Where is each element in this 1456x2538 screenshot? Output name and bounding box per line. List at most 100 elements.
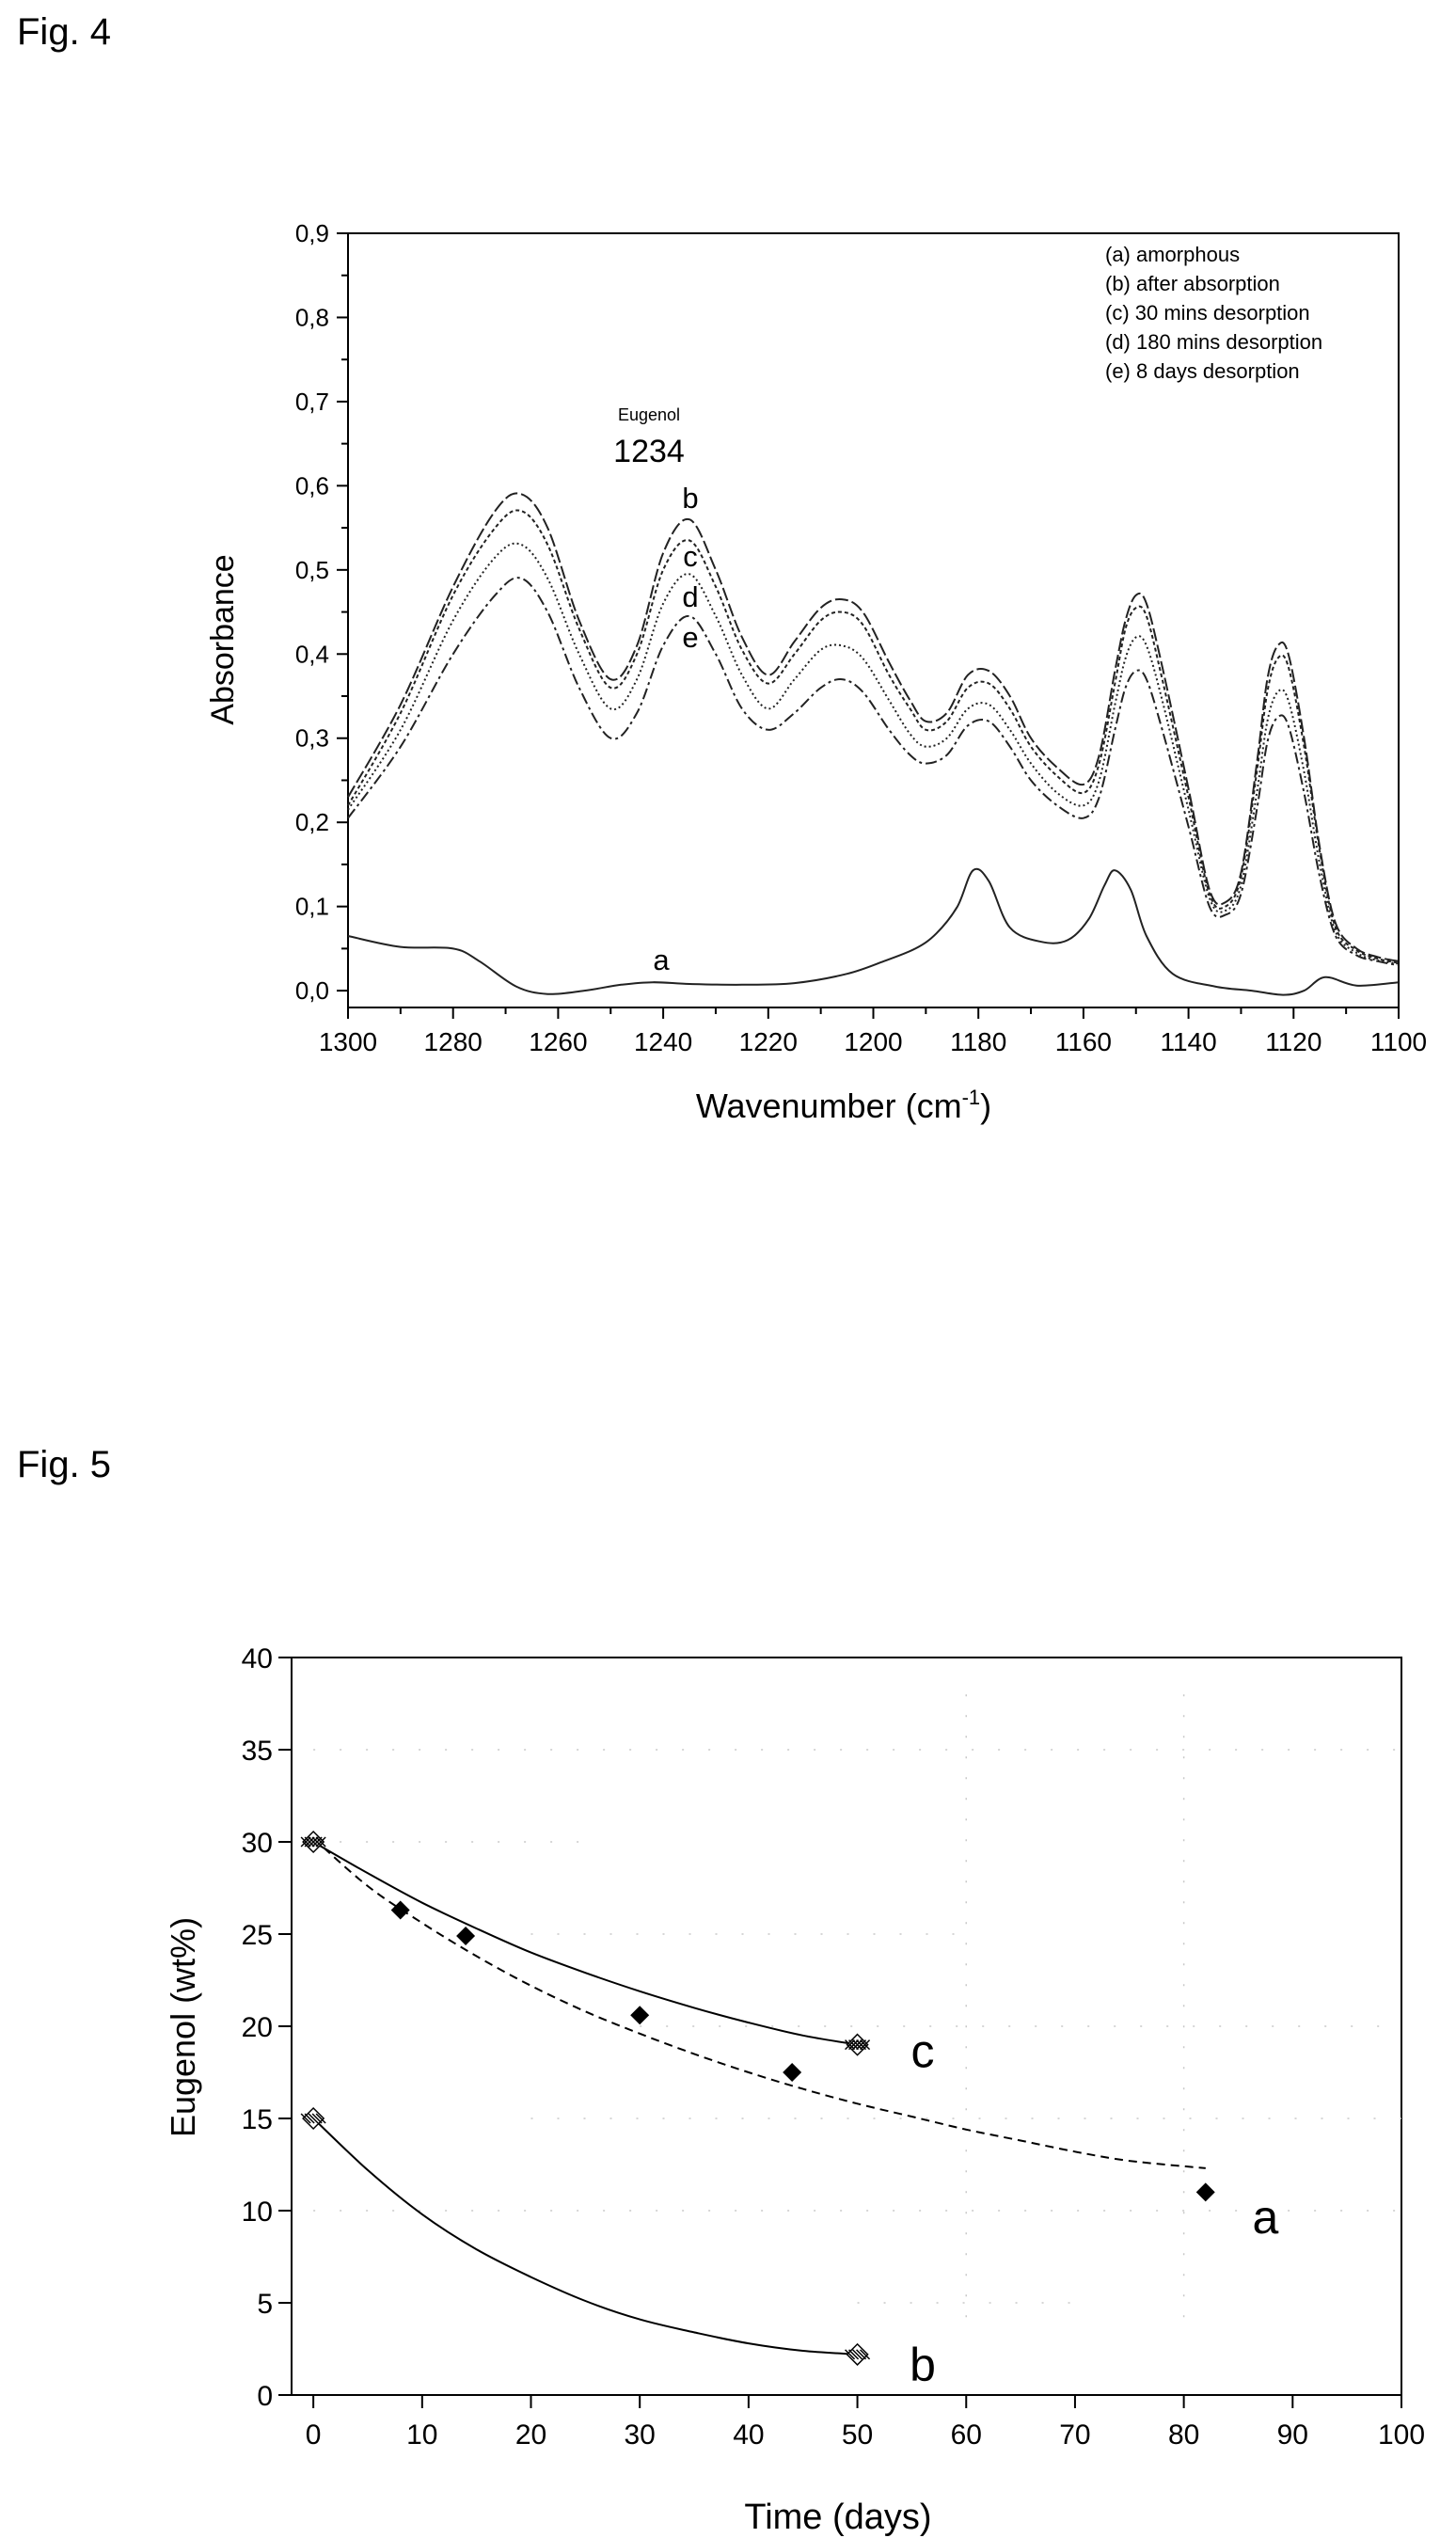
fig4-x-tick-label: 1240 — [634, 1027, 692, 1056]
fig5-marker-crosshatch — [315, 1836, 326, 1848]
fig4-y-tick-label: 0,9 — [295, 219, 329, 247]
fig5-series-a-point — [1195, 2182, 1215, 2202]
fig4-legend-entry: (d) 180 mins desorption — [1105, 330, 1322, 354]
figure-5-label: Fig. 5 — [17, 1444, 112, 1485]
fig5-marker-crosshatch — [852, 2039, 863, 2051]
fig4-legend-entry: (a) amorphous — [1105, 243, 1240, 266]
fig5-marker-hatch — [848, 2349, 860, 2360]
fig4-y-tick-label: 0,3 — [295, 724, 329, 753]
fig4-x-tick-label: 1140 — [1160, 1027, 1216, 1056]
fig4-y-tick-label: 0,4 — [295, 640, 329, 668]
fig4-legend-entry: (b) after absorption — [1105, 272, 1280, 295]
fig5-series-a-point — [783, 2063, 802, 2082]
fig5-marker-hatch — [308, 2113, 319, 2124]
fig4-peak-name: Eugenol — [618, 405, 680, 424]
fig5-y-tick-label: 15 — [242, 2104, 273, 2135]
fig4-x-axis-title: Wavenumber (cm-1) — [696, 1086, 991, 1125]
fig5-x-axis-title: Time (days) — [744, 2498, 931, 2537]
fig4-series-a-line — [347, 867, 1400, 996]
fig4-series-group — [347, 492, 1400, 996]
fig5-x-tick-label: 50 — [842, 2419, 873, 2451]
fig5-series-c-point — [845, 2033, 871, 2056]
fig4-absorbance-chart: 1300 1280 1260 1240 1220 1200 1180 1160 1140 1120… — [205, 219, 1427, 1125]
fig5-marker-hatch — [300, 2113, 311, 2124]
fig5-series-labels: a b c — [910, 2025, 1278, 2391]
fig5-x-tick-label: 100 — [1378, 2419, 1425, 2451]
fig5-y-tick-label: 10 — [242, 2197, 273, 2228]
fig4-legend: (a) amorphous (b) after absorption (c) 30 … — [1105, 243, 1322, 383]
fig5-series-c-fit-line — [312, 1841, 858, 2046]
fig4-legend-entry: (c) 30 mins desorption — [1105, 301, 1310, 325]
fig5-marker-hatch — [856, 2349, 867, 2360]
fig5-dotted-grid — [313, 1694, 1401, 2322]
fig5-x-tick-label: 90 — [1277, 2419, 1308, 2451]
fig4-y-axis-title: Absorbance — [205, 554, 241, 724]
fig4-series-c-line — [347, 509, 1400, 964]
fig5-x-tick-label: 30 — [625, 2419, 656, 2451]
fig5-y-tick-label: 40 — [242, 1643, 273, 1674]
fig5-series-a-point — [456, 1926, 476, 1945]
fig4-x-tick-label: 1120 — [1265, 1027, 1321, 1056]
fig5-series-c-point — [300, 1830, 326, 1854]
fig5-marker-hatch — [304, 2113, 315, 2124]
fig4-y-tick-label: 0,7 — [295, 388, 329, 416]
fig5-plot-frame — [291, 1657, 1402, 2396]
fig5-series-a-fit-line — [312, 1837, 1206, 2169]
fig5-x-tick-label: 80 — [1168, 2419, 1199, 2451]
fig5-x-tick-label: 40 — [733, 2419, 764, 2451]
fig4-peak-value: 1234 — [613, 434, 685, 469]
fig5-eugenol-chart: 0 10 20 30 40 50 60 70 80 90 100 0 5 10 15 20 25 30 35 40 a… — [164, 1643, 1425, 2537]
fig5-x-tick-label: 70 — [1059, 2419, 1090, 2451]
fig4-legend-entry: (e) 8 days desorption — [1105, 359, 1300, 383]
fig5-marker-hatch — [311, 2113, 323, 2124]
fig4-x-tick-label: 1300 — [319, 1027, 377, 1056]
fig5-marker-crosshatch — [308, 1836, 319, 1848]
fig4-x-tick-label: 1200 — [844, 1027, 902, 1056]
fig5-series-label-b: b — [910, 2339, 936, 2391]
fig5-y-axis-title: Eugenol (wt%) — [164, 1917, 202, 2137]
fig4-y-tick-label: 0,2 — [295, 808, 329, 836]
fig4-series-b-line — [347, 492, 1400, 962]
fig5-y-tick-label: 35 — [242, 1736, 273, 1767]
fig5-series-b-point — [300, 2106, 326, 2131]
fig4-x-tick-label: 1100 — [1370, 1027, 1427, 1056]
fig4-curve-label-d: d — [682, 580, 698, 613]
fig5-marker-crosshatch — [304, 1836, 315, 1848]
fig5-y-tick-label: 0 — [257, 2381, 273, 2412]
fig5-x-tick-label: 10 — [406, 2419, 437, 2451]
fig4-curve-label-a: a — [653, 944, 670, 976]
fig5-marker-crosshatch — [848, 2039, 860, 2051]
fig4-curve-label-c: c — [683, 540, 698, 573]
fig5-marker-crosshatch — [856, 2039, 867, 2051]
fig5-y-tick-label: 25 — [242, 1920, 273, 1951]
fig5-x-tick-label: 20 — [515, 2419, 546, 2451]
fig4-x-tick-label: 1180 — [950, 1027, 1006, 1056]
fig5-marker-hatch — [852, 2349, 863, 2360]
fig4-series-e-line — [347, 577, 1400, 967]
fig5-marker-crosshatch — [311, 1836, 323, 1848]
fig5-series-label-a: a — [1252, 2191, 1278, 2244]
fig5-y-tick-label: 5 — [257, 2289, 273, 2320]
fig5-y-tick-label: 20 — [242, 2012, 273, 2043]
fig5-marker-crosshatch — [845, 2039, 856, 2051]
fig5-marker-crosshatch — [300, 1836, 311, 1848]
fig4-x-axis-title-close: ) — [980, 1087, 991, 1125]
fig4-y-tick-label: 0,5 — [295, 556, 329, 584]
fig5-fit-curves — [312, 1837, 1206, 2356]
fig4-x-axis-title-main: Wavenumber (cm — [696, 1087, 962, 1125]
fig4-y-tick-label: 0,0 — [295, 976, 329, 1005]
fig5-y-tick-label: 30 — [242, 1828, 273, 1859]
fig4-x-axis-title-sup: -1 — [962, 1086, 981, 1109]
fig4-axis-ticks: 1300 1280 1260 1240 1220 1200 1180 1160 1140 1120… — [295, 219, 1427, 1056]
fig4-curve-label-e: e — [682, 621, 698, 654]
fig5-series-a-point — [390, 1900, 410, 1920]
fig4-y-tick-label: 0,8 — [295, 303, 329, 331]
fig5-series-label-c: c — [910, 2025, 934, 2078]
fig4-series-d-line — [347, 542, 1400, 965]
fig5-markers — [300, 1830, 1215, 2366]
fig5-x-tick-label: 60 — [951, 2419, 982, 2451]
fig5-series-a-point — [630, 2006, 650, 2025]
fig5-x-tick-label: 0 — [306, 2419, 322, 2451]
fig4-y-tick-label: 0,1 — [295, 893, 329, 921]
